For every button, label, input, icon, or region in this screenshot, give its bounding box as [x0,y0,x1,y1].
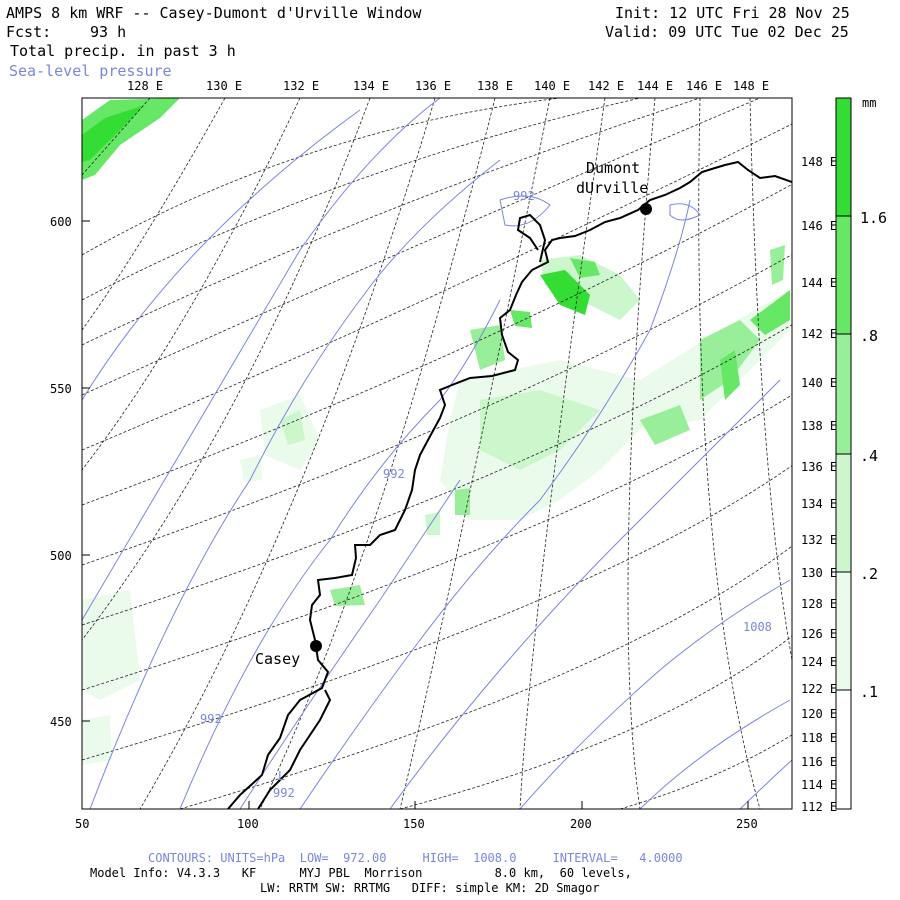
casey-label: Casey [255,650,300,668]
init-time: Init: 12 UTC Fri 28 Nov 25 [615,4,850,22]
colorbar-segment [836,690,851,809]
colorbar-segment [836,98,851,216]
lon-label: 146 E [686,79,722,93]
colorbar-segment [836,216,851,334]
precip-area [640,405,690,445]
precip-area [240,455,262,482]
y-tick: 600 [50,215,72,229]
colorbar-level: 1.6 [860,209,887,227]
x-tick: 250 [736,817,758,831]
precip-area [82,715,112,765]
precip-area [540,270,590,315]
precip-area [470,325,505,370]
lon-label: 146 E [801,219,837,233]
colorbar: mm 1.6 .8 .4 .2 .1 [835,96,887,810]
isobar-label: 992 [200,712,222,726]
isobar-label: 992 [383,467,405,481]
colorbar-segment [836,454,851,572]
y-tick: 500 [50,549,72,563]
physics-info: LW: RRTM SW: RRTMG DIFF: simple KM: 2D S… [260,881,600,895]
y-axis: 600 550 500 450 [50,215,90,729]
x-tick: 200 [570,817,592,831]
lon-label: 148 E [801,155,837,169]
lon-label: 120 E [801,707,837,721]
colorbar-level: .4 [860,447,878,465]
colorbar-level: .8 [860,327,878,345]
precip-area [280,410,305,445]
precip-area [570,258,600,278]
durville-label: dUrville [576,179,648,197]
lon-label: 128 E [801,597,837,611]
precip-area [82,105,145,162]
contours-info: CONTOURS: UNITS=hPa LOW= 972.00 HIGH= 10… [148,851,683,865]
isobar-label: 1008 [743,620,772,634]
precip-area [82,590,140,700]
low-pressure-marker: L [278,769,285,783]
precip-area [750,290,790,335]
graticule [82,98,792,809]
lon-label: 140 E [534,79,570,93]
lon-label: 114 E [801,778,837,792]
precip-area [330,585,365,606]
precip-area [510,310,532,328]
lon-label: 132 E [801,533,837,547]
lon-label: 116 E [801,755,837,769]
lon-label: 128 E [127,79,163,93]
colorbar-level: .2 [860,565,878,583]
precip-area [455,488,470,515]
precip-area [425,512,440,535]
colorbar-segment [836,334,851,454]
lon-label: 122 E [801,682,837,696]
precip-area [770,245,785,285]
lon-label: 142 E [588,79,624,93]
isobar-label: 992 [273,786,295,800]
top-longitude-labels: 128 E 130 E 132 E 134 E 136 E 138 E 140 … [127,79,769,93]
colorbar-segment [836,572,851,690]
lon-label: 148 E [733,79,769,93]
x-tick: 100 [237,817,259,831]
lon-label: 132 E [283,79,319,93]
colorbar-level: .1 [860,683,878,701]
field-slp: Sea-level pressure [9,62,172,80]
valid-time: Valid: 09 UTC Tue 02 Dec 25 [605,23,849,41]
y-tick: 450 [50,715,72,729]
map-border [81,97,793,810]
colorbar-unit: mm [862,96,876,110]
lon-label: 130 E [801,566,837,580]
lon-label: 136 E [801,460,837,474]
title: AMPS 8 km WRF -- Casey-Dumont d'Urville … [6,4,422,22]
coastline [227,160,792,809]
forecast-hour: 93 h [90,23,127,41]
lon-label: 144 E [801,276,837,290]
x-tick: 50 [75,817,89,831]
lon-label: 134 E [353,79,389,93]
lon-label: 144 E [637,79,673,93]
dumont-station-marker [640,203,652,215]
lon-label: 130 E [206,79,242,93]
casey-station-marker [310,640,322,652]
lon-label: 138 E [801,419,837,433]
lon-label: 140 E [801,376,837,390]
lon-label: 112 E [801,800,837,814]
lon-label: 126 E [801,627,837,641]
lon-label: 124 E [801,655,837,669]
lon-label: 138 E [477,79,513,93]
x-tick: 150 [403,817,425,831]
forecast-label: Fcst: [6,23,52,41]
isobar-label: 992 [513,189,535,203]
right-longitude-labels: 148 E 146 E 144 E 142 E 140 E 138 E 136 … [801,155,837,814]
model-info: Model Info: V4.3.3 KF MYJ PBL Morrison 8… [90,866,632,880]
lon-label: 118 E [801,731,837,745]
precip-field [82,98,790,765]
y-tick: 550 [50,382,72,396]
precip-area [480,390,600,470]
isobars [82,98,792,809]
field-precip: Total precip. in past 3 h [10,42,236,60]
lon-label: 134 E [801,497,837,511]
lon-label: 142 E [801,327,837,341]
x-axis: 50 100 150 200 250 [75,801,758,831]
lon-label: 136 E [415,79,451,93]
dumont-label: Dumont [586,159,640,177]
